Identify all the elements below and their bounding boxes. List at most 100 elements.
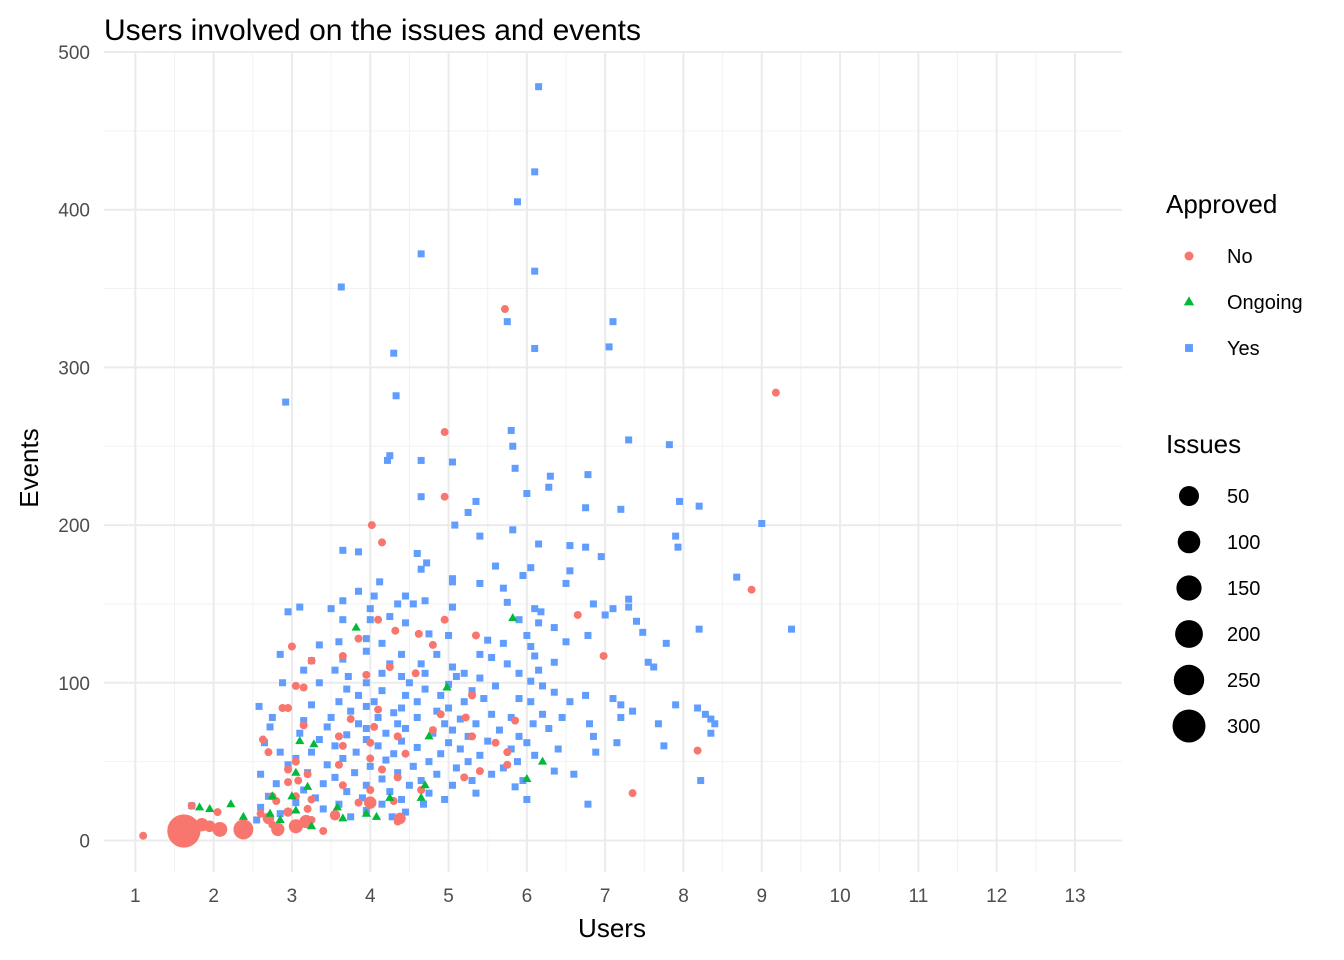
point-yes bbox=[339, 754, 347, 762]
point-yes bbox=[562, 638, 570, 646]
point-yes bbox=[617, 701, 625, 709]
point-yes bbox=[460, 669, 468, 677]
size-legend-label: 300 bbox=[1227, 716, 1260, 738]
y-tick-label: 200 bbox=[58, 516, 90, 537]
point-yes bbox=[456, 745, 464, 753]
point-yes bbox=[676, 497, 684, 505]
point-yes bbox=[515, 616, 523, 624]
point-yes bbox=[562, 579, 570, 587]
x-tick-label: 12 bbox=[986, 886, 1007, 907]
y-tick-label: 400 bbox=[58, 201, 90, 222]
point-yes bbox=[351, 769, 359, 777]
point-no bbox=[354, 798, 363, 807]
point-yes bbox=[390, 709, 398, 717]
point-yes bbox=[255, 702, 263, 710]
point-yes bbox=[425, 630, 433, 638]
point-yes bbox=[276, 650, 284, 658]
point-yes bbox=[476, 650, 484, 658]
point-yes bbox=[531, 344, 539, 352]
point-yes bbox=[523, 739, 531, 747]
point-yes bbox=[398, 704, 406, 712]
point-yes bbox=[394, 600, 402, 608]
point-no bbox=[346, 715, 355, 724]
point-no bbox=[414, 629, 423, 638]
x-tick-label: 13 bbox=[1064, 886, 1085, 907]
point-yes bbox=[507, 713, 515, 721]
point-yes bbox=[584, 800, 592, 808]
point-yes bbox=[366, 762, 374, 770]
point-no bbox=[354, 634, 363, 643]
point-yes bbox=[366, 616, 374, 624]
point-yes bbox=[319, 805, 327, 813]
point-no bbox=[428, 640, 437, 649]
point-no bbox=[428, 726, 437, 735]
point-yes bbox=[401, 808, 409, 816]
point-yes bbox=[358, 794, 366, 802]
x-tick-label: 7 bbox=[600, 886, 611, 907]
point-ongoing bbox=[267, 791, 277, 800]
point-yes bbox=[386, 452, 394, 460]
point-ongoing bbox=[522, 774, 532, 783]
point-no bbox=[334, 760, 343, 769]
point-yes bbox=[589, 600, 597, 608]
size-legend-key bbox=[1172, 709, 1206, 743]
point-yes bbox=[499, 639, 507, 647]
point-yes bbox=[378, 669, 386, 677]
point-yes bbox=[660, 742, 668, 750]
point-ongoing bbox=[287, 791, 297, 800]
point-yes bbox=[451, 521, 459, 529]
point-ongoing bbox=[508, 613, 518, 622]
point-no bbox=[338, 781, 347, 790]
point-yes bbox=[605, 343, 613, 351]
point-no bbox=[377, 538, 386, 547]
point-no bbox=[366, 738, 375, 747]
point-yes bbox=[257, 803, 265, 811]
point-yes bbox=[488, 654, 496, 662]
point-yes bbox=[550, 624, 558, 632]
point-ongoing bbox=[537, 756, 548, 765]
point-yes bbox=[476, 579, 484, 587]
point-no bbox=[233, 819, 254, 840]
point-yes bbox=[300, 786, 308, 794]
point-no bbox=[284, 704, 293, 712]
point-yes bbox=[503, 598, 511, 606]
point-yes bbox=[339, 597, 347, 605]
point-no bbox=[284, 765, 293, 774]
point-yes bbox=[711, 720, 719, 728]
point-yes bbox=[586, 720, 594, 728]
point-yes bbox=[456, 715, 464, 723]
point-yes bbox=[362, 725, 370, 732]
y-tick-label: 500 bbox=[58, 43, 90, 64]
point-yes bbox=[257, 770, 265, 778]
point-yes bbox=[308, 701, 316, 709]
point-no bbox=[366, 754, 375, 763]
point-yes bbox=[527, 564, 535, 572]
point-yes bbox=[758, 520, 766, 527]
point-yes bbox=[401, 592, 409, 600]
point-yes bbox=[398, 672, 406, 680]
size-legend-key bbox=[1179, 486, 1199, 506]
point-ongoing bbox=[351, 622, 361, 631]
point-yes bbox=[392, 392, 400, 400]
point-no bbox=[338, 741, 347, 750]
point-no bbox=[278, 704, 287, 712]
point-no bbox=[303, 770, 312, 779]
x-tick-label: 8 bbox=[678, 886, 689, 907]
size-legend-key bbox=[1177, 530, 1201, 554]
point-yes bbox=[701, 710, 709, 718]
point-yes bbox=[566, 542, 574, 550]
point-yes bbox=[352, 748, 360, 756]
point-yes bbox=[632, 617, 640, 625]
point-no bbox=[393, 773, 402, 782]
point-yes bbox=[366, 605, 374, 613]
point-yes bbox=[448, 575, 456, 583]
point-yes bbox=[331, 666, 339, 674]
legend-label-yes: Yes bbox=[1227, 338, 1260, 360]
point-yes bbox=[421, 669, 429, 677]
series-ongoing bbox=[194, 613, 548, 830]
point-yes bbox=[550, 658, 558, 666]
point-yes bbox=[335, 800, 343, 808]
point-no bbox=[366, 786, 375, 794]
grid bbox=[104, 51, 1122, 872]
legend-item-ongoing: Ongoing bbox=[1183, 292, 1303, 314]
